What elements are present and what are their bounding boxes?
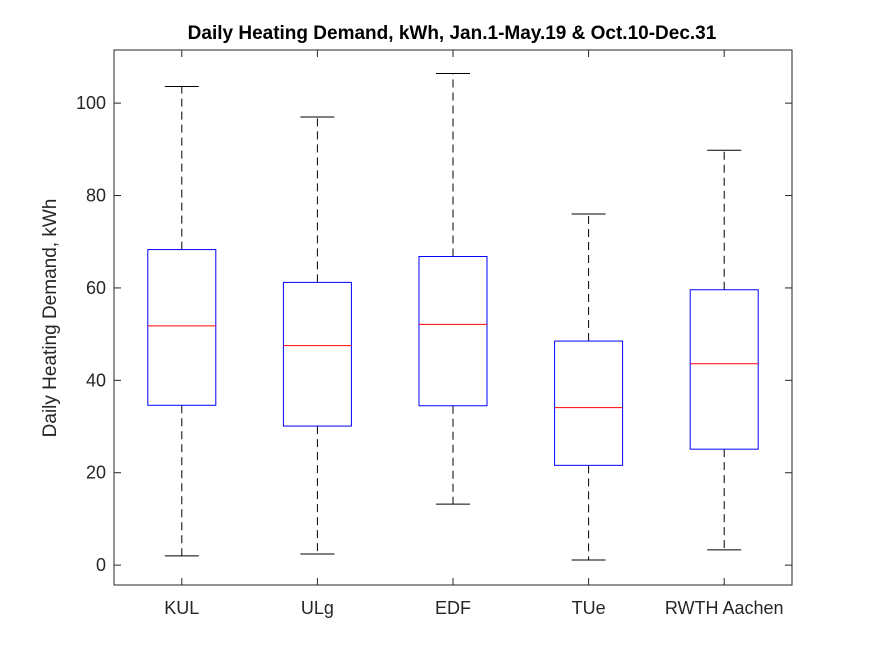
y-tick-label: 20 bbox=[86, 463, 106, 483]
iqr-box bbox=[689, 289, 759, 450]
y-axis-label: Daily Heating Demand, kWh bbox=[40, 199, 61, 438]
plot-area: 0 20 40 60 80 100 KUL ULg EDF TUe RWTH Aachen bbox=[76, 49, 793, 618]
x-tick-label: EDF bbox=[435, 598, 471, 618]
x-tick-label: RWTH Aachen bbox=[665, 598, 784, 618]
iqr-box bbox=[147, 249, 217, 406]
y-tick-label: 80 bbox=[86, 186, 106, 206]
iqr-box bbox=[282, 281, 352, 427]
y-tick-label: 40 bbox=[86, 370, 106, 390]
x-tick-label: TUe bbox=[572, 598, 606, 618]
x-tick-label: ULg bbox=[301, 598, 334, 618]
y-tick-label: 60 bbox=[86, 278, 106, 298]
y-tick-label: 0 bbox=[96, 555, 106, 575]
iqr-box bbox=[418, 256, 488, 407]
iqr-box bbox=[554, 340, 624, 466]
x-tick-label: KUL bbox=[164, 598, 199, 618]
chart-title: Daily Heating Demand, kWh, Jan.1-May.19 … bbox=[188, 23, 717, 44]
y-tick-label: 100 bbox=[76, 93, 106, 113]
